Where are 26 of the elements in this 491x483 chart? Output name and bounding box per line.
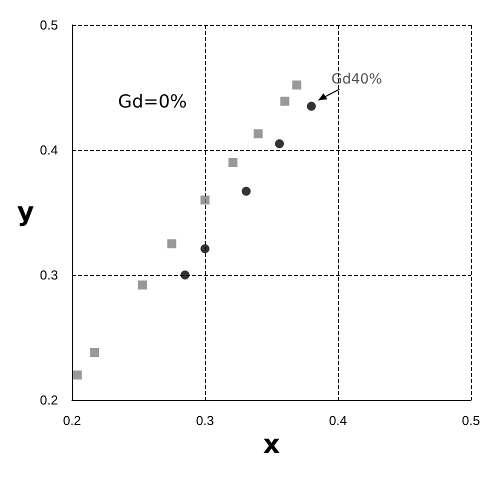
x-axis-title: x (263, 430, 280, 460)
point (138, 280, 147, 290)
point (280, 96, 290, 106)
point (180, 270, 190, 280)
x-tick-label: 0.5 (462, 413, 480, 428)
point (72, 370, 82, 380)
y-tick-label: 0.2 (40, 392, 58, 408)
y-axis-title: y (17, 198, 34, 228)
point (200, 196, 210, 204)
x-tick-label: 0.3 (196, 413, 214, 428)
y-tick-label: 0.5 (40, 18, 58, 32)
y-tick-label: 0.3 (40, 268, 58, 282)
x-tick-label: 0.2 (62, 413, 82, 428)
point (228, 158, 238, 167)
annotation: Gd40% (331, 71, 382, 88)
x-tick-label: 0.4 (328, 413, 348, 428)
point (167, 239, 176, 248)
point (254, 129, 263, 138)
point (90, 348, 100, 357)
point (242, 186, 251, 196)
point (274, 139, 284, 148)
point (200, 244, 210, 254)
point (292, 80, 302, 90)
y-tick-label: 0.4 (40, 142, 58, 158)
annotation: Gd=0% (118, 92, 188, 112)
point (306, 102, 316, 111)
